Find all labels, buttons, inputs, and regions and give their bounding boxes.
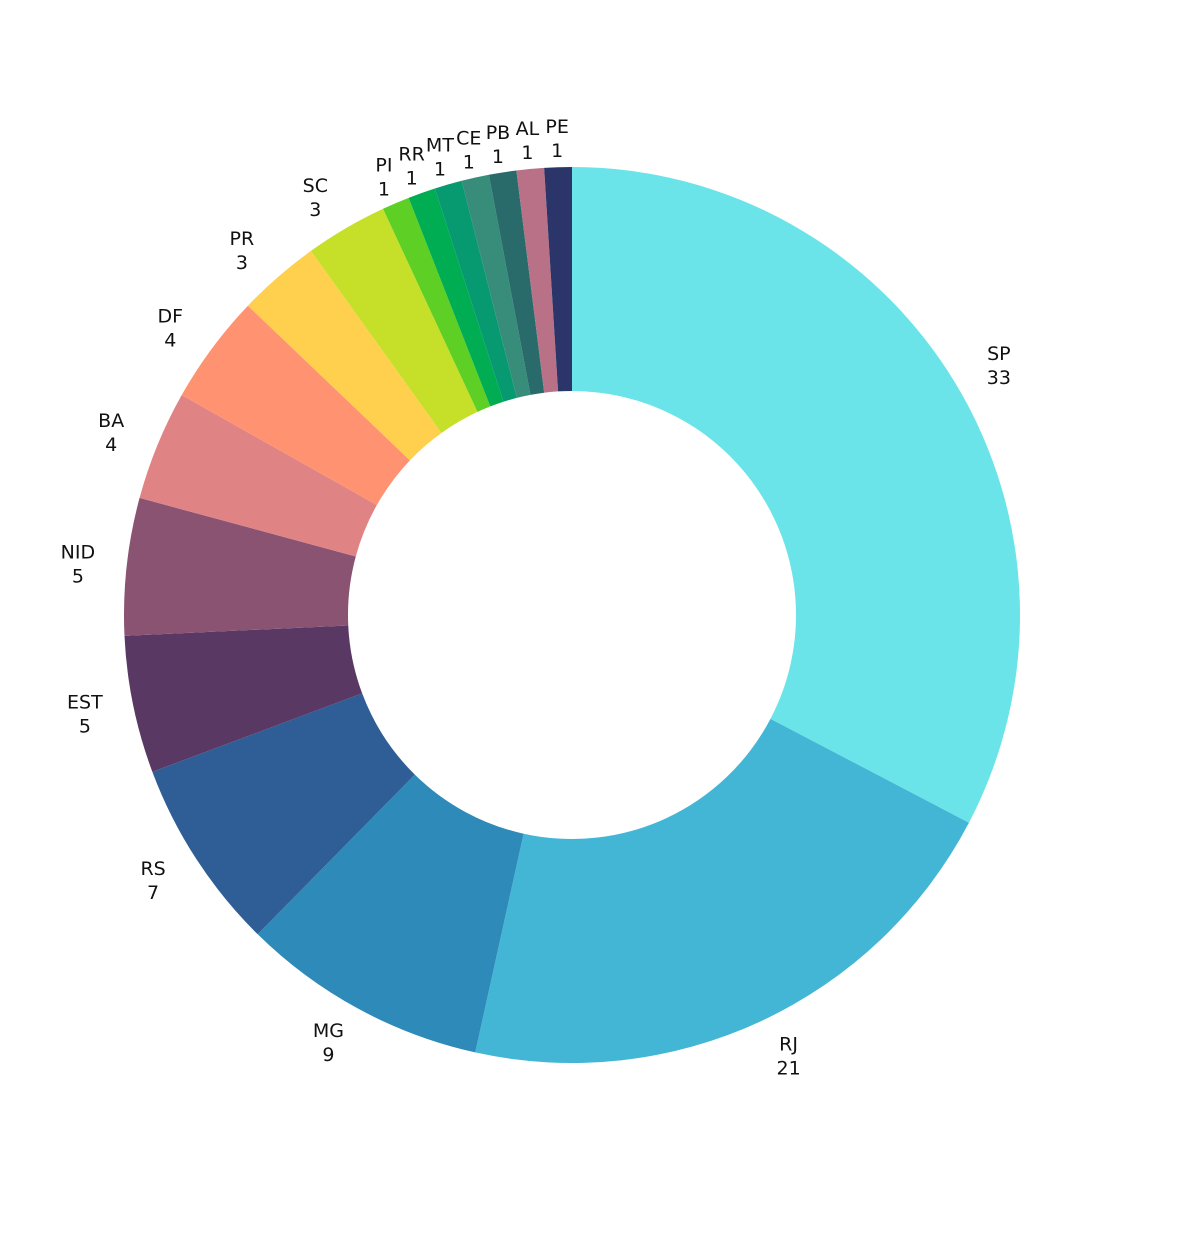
slice-mg	[257, 774, 524, 1053]
slice-rs	[152, 693, 415, 935]
slice-label-ba: BA 4	[98, 410, 124, 456]
slice-label-value: 3	[309, 199, 321, 221]
slice-rr	[408, 188, 504, 407]
slice-label-value: 1	[434, 159, 446, 181]
slice-ba	[139, 395, 377, 557]
slice-nid	[124, 497, 356, 636]
slice-label-name: RJ	[779, 1034, 798, 1056]
slice-label-name: NID	[61, 541, 95, 563]
slice-label-value: 33	[987, 367, 1011, 389]
slice-label-pi: PI 1	[375, 155, 392, 201]
slice-label-est: EST 5	[67, 691, 103, 737]
slice-label-name: BA	[98, 410, 124, 432]
slice-label-value: 1	[521, 142, 533, 164]
slice-label-value: 7	[147, 882, 159, 904]
slice-label-name: MG	[313, 1020, 344, 1042]
slice-label-value: 1	[378, 179, 390, 201]
slice-label-name: DF	[158, 305, 184, 327]
slice-label-sc: SC 3	[303, 175, 328, 221]
slice-pi	[383, 197, 491, 412]
slice-label-value: 5	[79, 715, 91, 737]
slice-mt	[434, 180, 517, 402]
slice-label-pe: PE 1	[545, 116, 568, 162]
slice-sp	[572, 167, 1020, 823]
slice-est	[124, 625, 363, 772]
slice-label-name: RR	[398, 144, 424, 166]
slice-df	[181, 305, 410, 506]
slice-label-value: 4	[164, 329, 176, 351]
slice-label-df: DF 4	[158, 305, 184, 351]
slice-label-name: SP	[987, 343, 1011, 365]
slice-label-name: CE	[456, 127, 481, 149]
slice-label-name: PB	[486, 122, 511, 144]
slice-label-mg: MG 9	[313, 1020, 344, 1066]
slice-label-name: SC	[303, 175, 328, 197]
slice-label-value: 9	[322, 1044, 334, 1066]
slice-label-value: 1	[406, 168, 418, 190]
slice-label-name: MT	[426, 135, 454, 157]
slice-pr	[247, 250, 442, 461]
slice-label-value: 1	[492, 146, 504, 168]
slice-label-pr: PR 3	[230, 228, 255, 274]
slice-pe	[544, 167, 572, 392]
slice-label-name: PI	[375, 155, 392, 177]
slice-label-value: 3	[236, 252, 248, 274]
slice-ce	[461, 174, 531, 398]
slice-al	[516, 167, 559, 393]
slice-label-sp: SP 33	[987, 343, 1011, 389]
slice-label-rs: RS 7	[140, 858, 165, 904]
slice-label-al: AL 1	[516, 118, 540, 164]
slice-label-name: PR	[230, 228, 255, 250]
slice-label-value: 1	[463, 151, 475, 173]
slice-label-value: 4	[105, 434, 117, 456]
slice-label-pb: PB 1	[486, 122, 511, 168]
slice-pb	[488, 170, 545, 395]
slice-label-name: PE	[545, 116, 568, 138]
slices-layer	[124, 167, 1020, 1063]
slice-label-value: 1	[551, 140, 563, 162]
slice-label-name: EST	[67, 691, 103, 713]
slice-label-ce: CE 1	[456, 127, 481, 173]
slice-sc	[310, 208, 478, 433]
slice-rj	[475, 718, 969, 1063]
slice-label-value: 5	[72, 565, 84, 587]
slice-label-mt: MT 1	[426, 135, 454, 181]
slice-label-rr: RR 1	[398, 144, 424, 190]
slice-label-name: AL	[516, 118, 540, 140]
slice-label-name: RS	[140, 858, 165, 880]
slice-label-value: 21	[776, 1058, 800, 1080]
slice-label-rj: RJ 21	[776, 1034, 800, 1080]
slice-label-nid: NID 5	[61, 541, 95, 587]
